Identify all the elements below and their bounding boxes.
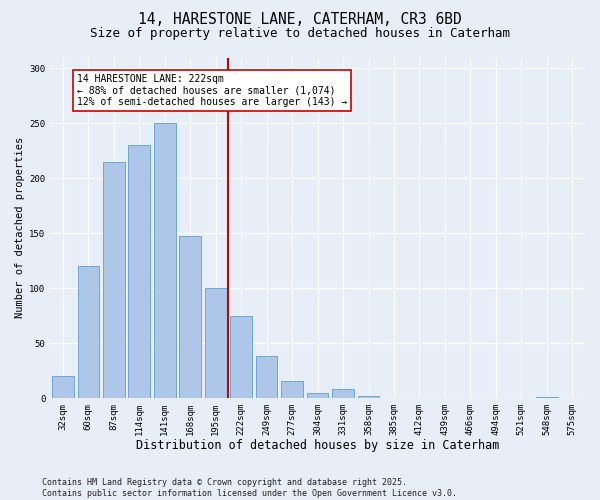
Bar [103,162,125,398]
Bar [205,288,227,398]
Bar [154,124,176,398]
Bar [332,390,354,398]
Text: 14, HARESTONE LANE, CATERHAM, CR3 6BD: 14, HARESTONE LANE, CATERHAM, CR3 6BD [138,12,462,28]
Text: Contains HM Land Registry data © Crown copyright and database right 2025.
Contai: Contains HM Land Registry data © Crown c… [42,478,457,498]
Bar [230,316,252,398]
Bar [307,392,328,398]
Text: Size of property relative to detached houses in Caterham: Size of property relative to detached ho… [90,28,510,40]
X-axis label: Distribution of detached houses by size in Caterham: Distribution of detached houses by size … [136,440,499,452]
Bar [128,146,150,398]
Text: 14 HARESTONE LANE: 222sqm
← 88% of detached houses are smaller (1,074)
12% of se: 14 HARESTONE LANE: 222sqm ← 88% of detac… [77,74,347,107]
Bar [358,396,379,398]
Y-axis label: Number of detached properties: Number of detached properties [15,137,25,318]
Bar [536,397,557,398]
Bar [179,236,201,398]
Bar [52,376,74,398]
Bar [281,380,303,398]
Bar [77,266,99,398]
Bar [256,356,277,398]
